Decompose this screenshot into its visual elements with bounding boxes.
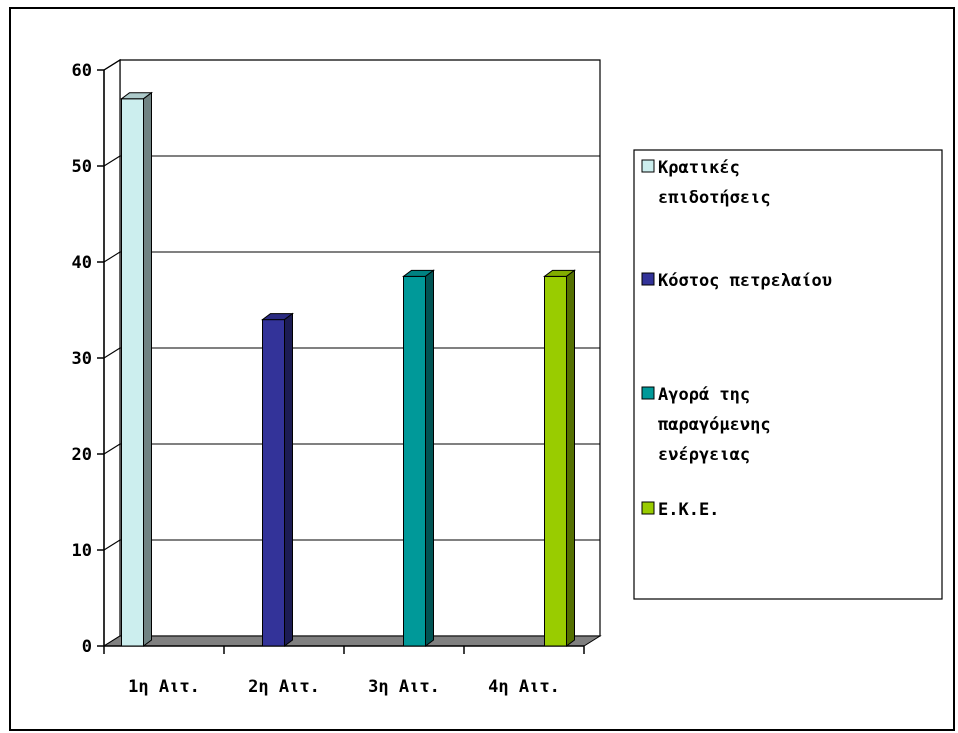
y-axis: 0 10 20 30 40 50 60	[72, 61, 105, 657]
gridline-side	[103, 155, 121, 167]
legend-entry: Κόστος πετρελαίου	[641, 271, 832, 291]
bar-front	[262, 319, 285, 647]
bar	[261, 312, 294, 647]
legend-label: Αγορά της	[658, 385, 750, 405]
legend-label: Ε.Κ.Ε.	[658, 500, 719, 520]
y-tick-label: 10	[72, 541, 92, 561]
gridline-side	[103, 347, 121, 359]
legend-swatch	[641, 386, 655, 400]
x-tick-label: 1η Αιτ.	[128, 677, 200, 697]
x-tick-label: 4η Αιτ.	[488, 677, 560, 697]
bars	[120, 91, 576, 647]
gridline-side	[103, 251, 121, 263]
gridline-side	[103, 59, 121, 71]
gridline-side	[103, 539, 121, 551]
y-tick-label: 40	[72, 253, 92, 273]
legend-label: παραγόμενης	[658, 415, 771, 435]
legend-label: Κρατικές	[658, 158, 740, 178]
x-tick-label: 2η Αιτ.	[248, 677, 320, 697]
y-tick-label: 0	[82, 637, 92, 657]
bar-front	[403, 275, 426, 647]
legend-entry: Ε.Κ.Ε.	[641, 500, 719, 520]
floor-plane	[102, 635, 602, 647]
legend-entry: Κρατικές επιδοτήσεις	[641, 158, 771, 208]
x-axis: 1η Αιτ. 2η Αιτ. 3η Αιτ. 4η Αιτ.	[103, 645, 585, 697]
bar-front	[121, 98, 144, 647]
legend-swatch	[641, 501, 655, 515]
legend-label: ενέργειας	[658, 445, 750, 465]
legend: Κρατικές επιδοτήσεις Κόστος πετρελαίου Αγορ…	[641, 158, 832, 520]
y-tick-label: 20	[72, 445, 92, 465]
legend-swatch	[641, 272, 655, 286]
gridline-side	[103, 443, 121, 455]
bar	[120, 91, 153, 647]
legend-label: Κόστος πετρελαίου	[658, 271, 832, 291]
bar	[543, 269, 576, 647]
legend-label: επιδοτήσεις	[658, 188, 771, 208]
bar-side	[143, 91, 152, 647]
y-tick-label: 50	[72, 157, 92, 177]
bar-side	[425, 269, 434, 647]
legend-box	[633, 149, 943, 600]
bar-side	[284, 312, 293, 647]
legend-swatch	[641, 159, 655, 173]
x-tick-label: 3η Αιτ.	[368, 677, 440, 697]
plot-floor	[102, 635, 602, 647]
legend-entry: Αγορά της παραγόμενης ενέργειας	[641, 385, 771, 465]
y-tick-label: 30	[72, 349, 92, 369]
bar	[402, 269, 435, 647]
gridlines	[103, 59, 600, 551]
bar-side	[566, 269, 575, 647]
bar-front	[544, 275, 567, 647]
y-tick-label: 60	[72, 61, 92, 81]
